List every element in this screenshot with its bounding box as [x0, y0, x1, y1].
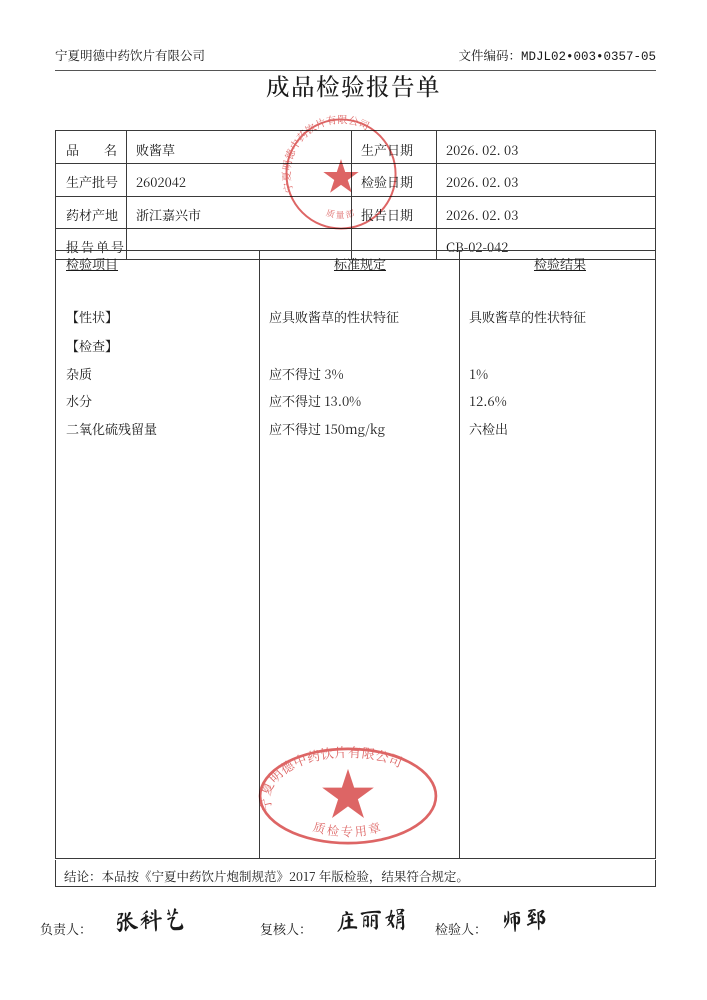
svg-text:宁夏明德中药饮片有限公司: 宁夏明德中药饮片有限公司: [279, 112, 372, 194]
svg-text:质检专用章: 质检专用章: [311, 818, 385, 840]
svg-text:质量部: 质量部: [325, 207, 358, 221]
svg-text:宁夏明德中药饮片有限公司: 宁夏明德中药饮片有限公司: [257, 742, 406, 813]
